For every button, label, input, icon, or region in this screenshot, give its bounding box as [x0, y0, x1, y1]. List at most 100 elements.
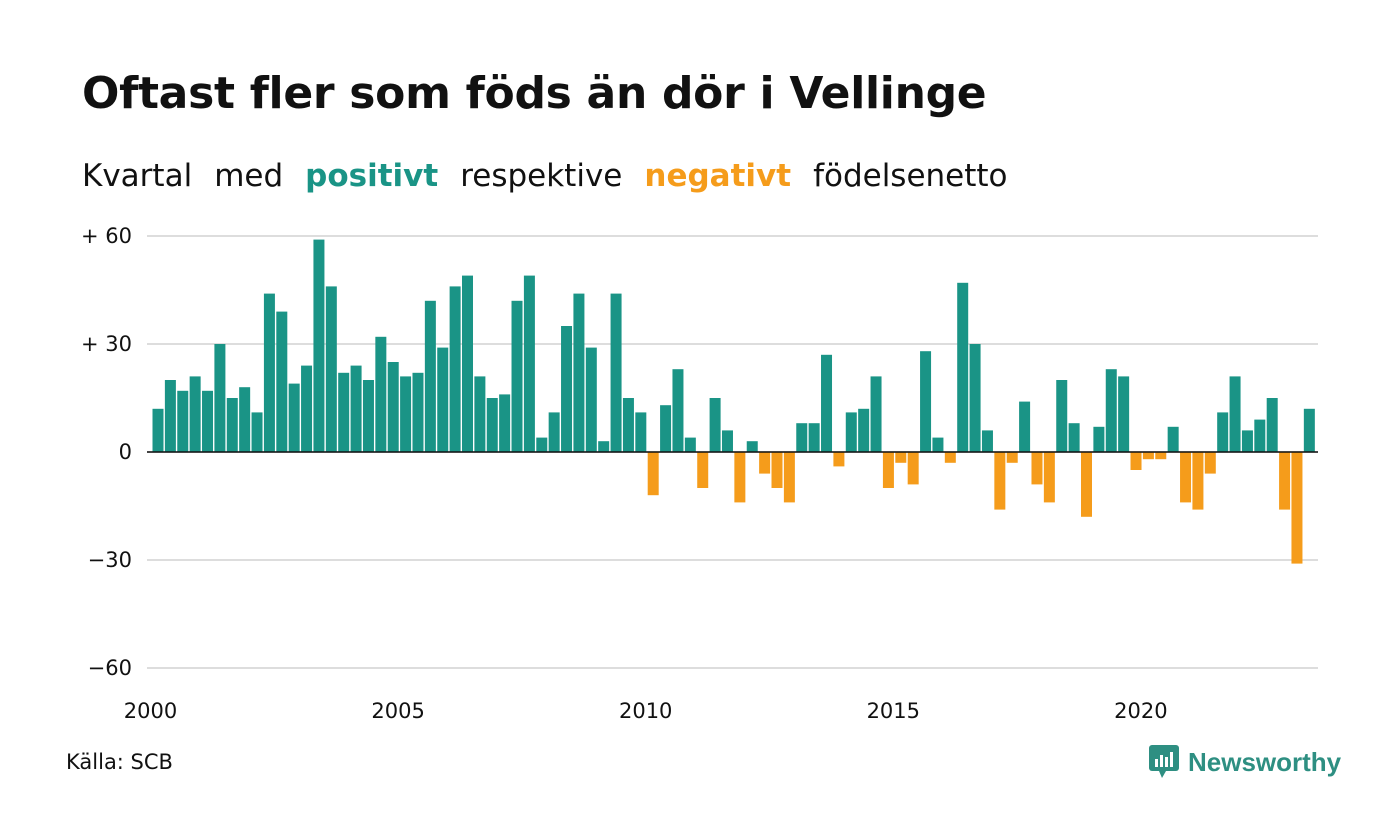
x-tick-label: 2015 — [867, 699, 920, 723]
bar — [821, 354, 833, 452]
bar — [573, 293, 585, 452]
bar — [424, 300, 436, 452]
bar — [462, 275, 473, 452]
bar — [400, 376, 412, 452]
bar — [635, 412, 647, 452]
bar — [325, 286, 337, 452]
chart-title: Oftast fler som föds än dör i Vellinge — [82, 68, 987, 119]
subtitle-word-respektive: respektive — [460, 158, 623, 194]
bar — [1118, 376, 1130, 452]
bar — [177, 390, 189, 452]
bar — [697, 452, 709, 488]
bar — [499, 394, 511, 452]
bar — [783, 452, 795, 503]
bar — [1130, 452, 1142, 470]
y-tick-label: −60 — [88, 656, 132, 680]
bar — [189, 376, 201, 452]
bar — [598, 441, 610, 452]
bar — [1241, 430, 1253, 452]
bar — [313, 239, 325, 452]
bar — [1279, 452, 1291, 510]
y-axis-ticks: + 60 + 30 0 −30 −60 — [81, 224, 132, 680]
bar — [338, 372, 350, 452]
bar — [1229, 376, 1241, 452]
bar — [301, 365, 313, 452]
bar — [610, 293, 622, 452]
bar — [981, 430, 993, 452]
y-tick-label: + 60 — [81, 224, 132, 248]
bar — [202, 390, 214, 452]
newsworthy-logo-icon — [1149, 745, 1179, 778]
bar — [1266, 398, 1278, 452]
bar — [152, 408, 164, 452]
subtitle-word-med: med — [214, 158, 284, 194]
bar — [412, 372, 424, 452]
bar — [548, 412, 560, 452]
bar — [350, 365, 362, 452]
x-tick-label: 2005 — [371, 699, 424, 723]
bar — [1291, 452, 1303, 564]
bar — [882, 452, 894, 488]
bar — [647, 452, 659, 496]
bar — [833, 452, 845, 467]
bar — [561, 326, 573, 452]
bar — [585, 347, 597, 452]
brand-logo: Newsworthy — [1148, 744, 1341, 780]
bar — [1056, 380, 1068, 452]
bar — [721, 430, 733, 452]
y-tick-label: 0 — [119, 440, 132, 464]
bar — [375, 336, 387, 452]
bar — [1204, 452, 1216, 474]
bar — [536, 437, 548, 452]
subtitle-word-fodelsenetto: födelsenetto — [813, 158, 1008, 194]
bar — [684, 437, 696, 452]
bar — [511, 300, 523, 452]
source-note: Källa: SCB — [66, 750, 173, 774]
bar — [622, 398, 634, 452]
bar — [523, 275, 535, 452]
x-tick-label: 2020 — [1114, 699, 1167, 723]
bar — [263, 293, 275, 452]
bar — [276, 311, 288, 452]
bar — [932, 437, 944, 452]
bar — [895, 452, 907, 463]
bar — [239, 387, 251, 452]
bar — [486, 398, 498, 452]
bar — [660, 405, 672, 452]
bar — [907, 452, 919, 485]
subtitle-negative-label: negativt — [644, 158, 792, 194]
subtitle-positive-label: positivt — [305, 158, 439, 194]
bar — [251, 412, 263, 452]
bar — [1093, 426, 1105, 452]
brand-name: Newsworthy — [1188, 746, 1342, 777]
bar — [474, 376, 486, 452]
bar — [944, 452, 956, 463]
bar — [362, 380, 374, 452]
x-tick-label: 2000 — [124, 699, 177, 723]
bar — [1031, 452, 1043, 485]
bar — [449, 286, 461, 452]
bar — [858, 408, 870, 452]
bar — [226, 398, 238, 452]
bar — [1254, 419, 1266, 452]
x-axis-ticks: 2000 2005 2010 2015 2020 — [124, 699, 1168, 723]
x-tick-label: 2010 — [619, 699, 672, 723]
bar — [1167, 426, 1179, 452]
bar — [1006, 452, 1018, 463]
bar — [1155, 452, 1167, 460]
bars — [152, 239, 1315, 564]
bar — [1303, 408, 1315, 452]
bar — [771, 452, 783, 488]
bar — [1180, 452, 1192, 503]
bar — [957, 282, 969, 452]
bar — [759, 452, 771, 474]
bar — [672, 369, 684, 452]
bar — [870, 376, 882, 452]
bar — [437, 347, 449, 452]
bar — [1019, 401, 1031, 452]
bar — [288, 383, 300, 452]
bar — [1081, 452, 1092, 517]
bar — [1192, 452, 1204, 510]
y-tick-label: + 30 — [81, 332, 132, 356]
bar — [387, 362, 399, 452]
